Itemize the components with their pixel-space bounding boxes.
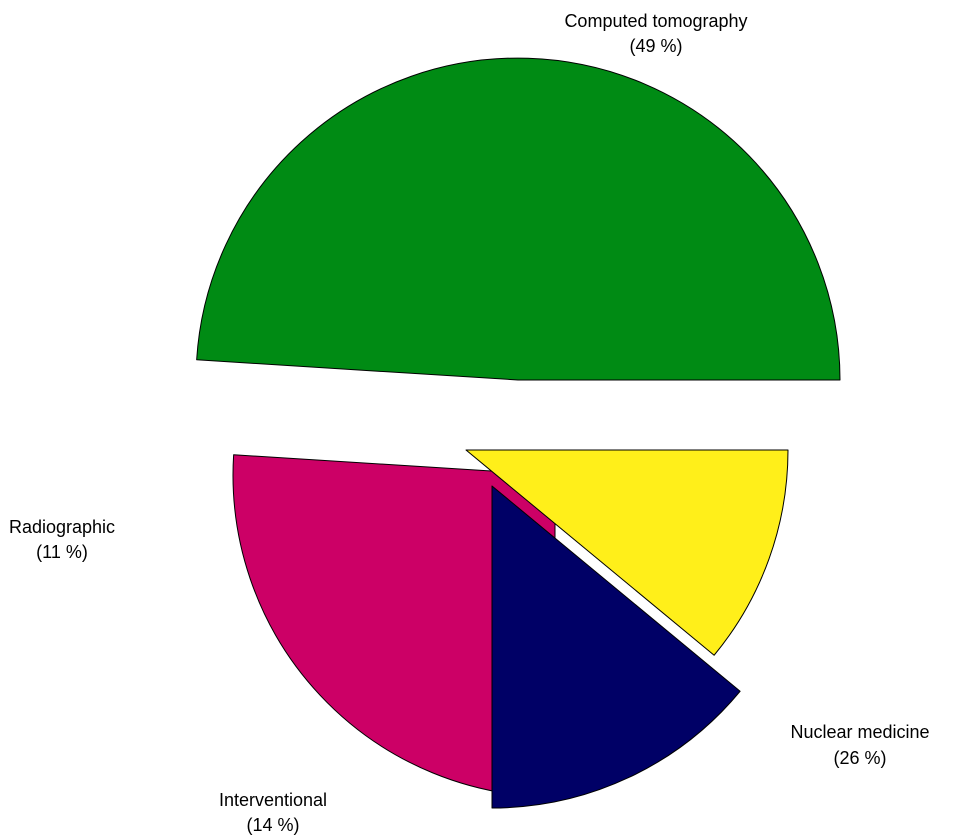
pie-slice-nuclear-medicine: [232, 454, 556, 798]
slice-label-nuclear-medicine: Nuclear medicine: [790, 722, 929, 742]
slice-label-interventional: Interventional: [219, 790, 327, 810]
pie-slice-radiographic: [465, 449, 789, 656]
pie-slice-computed-tomography: [196, 57, 841, 381]
slice-label-computed-tomography: Computed tomography: [564, 11, 747, 31]
slice-percent-radiographic: (11 %): [36, 542, 88, 562]
slice-percent-interventional: (14 %): [246, 815, 299, 835]
slice-percent-nuclear-medicine: (26 %): [833, 748, 886, 768]
slice-percent-computed-tomography: (49 %): [629, 36, 682, 56]
pie-slice-interventional: [491, 485, 741, 809]
slice-label-radiographic: Radiographic: [9, 517, 115, 537]
